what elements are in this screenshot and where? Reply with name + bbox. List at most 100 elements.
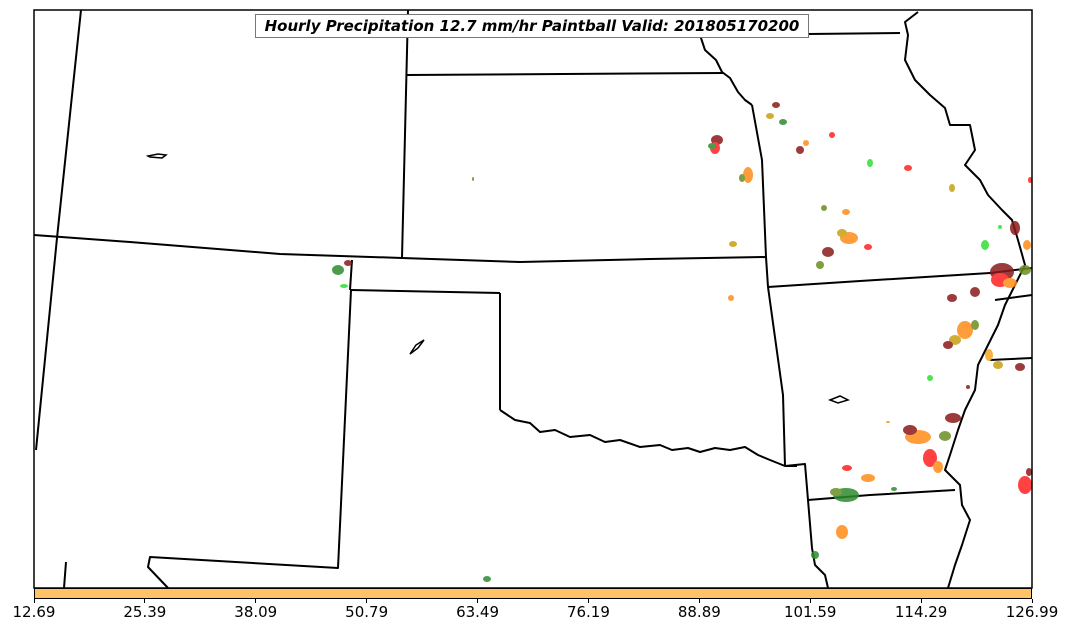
precip-cell: [943, 341, 953, 349]
precip-cell: [332, 265, 344, 275]
colorbar-tick: [587, 599, 589, 603]
precip-cell: [904, 165, 912, 171]
colorbar-tick-label: 126.99: [1005, 603, 1059, 621]
reservoir-new-mexico: [409, 339, 425, 355]
precip-cell: [939, 431, 951, 441]
colorbar-tick: [33, 599, 35, 603]
precip-cell: [803, 140, 809, 146]
reservoir-arkansas: [827, 395, 851, 404]
state-line-nevada-utah: [35, 9, 82, 451]
precipitation-paintballs: [332, 102, 1032, 582]
precip-cell: [867, 159, 873, 167]
precip-cell: [945, 413, 961, 423]
precip-cell: [923, 449, 937, 467]
colorbar-tick: [698, 599, 700, 603]
state-line-arkansas-oklahoma: [767, 286, 786, 467]
state-line-missouri-arkansas: [767, 272, 991, 288]
colorbar-tick-label: 114.29: [894, 603, 948, 621]
precip-cell: [708, 143, 716, 149]
precip-cell: [822, 247, 834, 257]
precip-cell: [970, 287, 980, 297]
precip-cell: [829, 132, 835, 138]
precip-cell: [933, 461, 943, 473]
precip-cell: [971, 320, 979, 330]
precip-cell: [886, 421, 890, 423]
colorbar-tick-label: 12.69: [12, 603, 56, 621]
state-line-new-mexico-texas: [147, 289, 352, 589]
state-line-utah-colorado: [401, 9, 409, 259]
colorbar-tick-label: 38.09: [234, 603, 278, 621]
colorbar-tick-label: 76.19: [566, 603, 610, 621]
precip-cell: [947, 294, 957, 302]
precip-cell: [993, 361, 1003, 369]
precip-cell: [837, 229, 847, 237]
colorbar-tick-label: 50.79: [345, 603, 389, 621]
precip-cell: [739, 174, 745, 182]
colorbar-tick-label: 88.89: [677, 603, 721, 621]
precip-cell: [949, 335, 961, 345]
precip-cell: [903, 425, 917, 435]
colorbar-tick-label: 101.59: [783, 603, 837, 621]
colorbar-tick: [477, 599, 479, 603]
state-line-tennessee-south: [989, 357, 1033, 361]
colorbar: [34, 588, 1032, 599]
state-line-arizona-mexico: [63, 561, 67, 589]
precip-cell: [1018, 476, 1032, 494]
state-line-oklahoma-panhandle-north: [349, 259, 353, 291]
precip-cell: [811, 551, 819, 559]
precip-cell: [891, 487, 897, 491]
precip-cell: [344, 260, 352, 266]
colorbar-tick: [144, 599, 146, 603]
map-background: [34, 10, 1032, 588]
great-salt-lake-outline: [145, 153, 168, 159]
precip-cell: [743, 167, 753, 183]
colorbar-tick: [255, 599, 257, 603]
precip-cell: [472, 177, 474, 181]
precip-cell: [796, 146, 804, 154]
precip-cell: [842, 465, 852, 471]
precip-cell: [1019, 265, 1031, 275]
precip-cell: [836, 525, 848, 539]
map-title: Hourly Precipitation 12.7 mm/hr Paintbal…: [255, 14, 809, 38]
precip-cell: [1010, 221, 1020, 235]
precip-cell: [728, 295, 734, 301]
colorbar-tick: [920, 599, 922, 603]
precip-cell: [842, 209, 850, 215]
colorbar-tick: [1031, 599, 1033, 603]
precip-cell: [816, 261, 824, 269]
state-line-nebraska-kansas: [33, 234, 767, 263]
colorbar-tick: [366, 599, 368, 603]
colorbar-tick-label: 63.49: [456, 603, 500, 621]
precip-cell: [1023, 240, 1031, 250]
precip-cell: [957, 321, 973, 339]
precip-cell: [927, 375, 933, 381]
precip-cell: [966, 385, 970, 389]
precip-cell: [1026, 468, 1032, 476]
precip-cell: [981, 240, 989, 250]
state-line-kansas-missouri: [751, 104, 769, 288]
precip-cell: [861, 474, 875, 482]
precip-cell: [772, 102, 780, 108]
lakes: [145, 153, 851, 404]
precip-cell: [998, 225, 1002, 229]
precip-cell: [985, 349, 993, 361]
precip-cell: [766, 113, 774, 119]
precip-cell: [864, 244, 872, 250]
state-line-kentucky-tennessee: [994, 294, 1033, 301]
state-line-wyoming-south: [406, 72, 724, 76]
precip-cell: [830, 488, 842, 496]
colorbar-tick-label: 25.39: [123, 603, 167, 621]
state-line-arkansas-louisiana: [807, 489, 956, 501]
precip-cell: [949, 184, 955, 192]
missouri-river: [699, 34, 753, 106]
precip-cell: [729, 241, 737, 247]
precip-cell: [1003, 278, 1017, 288]
precip-cell: [1028, 177, 1032, 183]
precip-cell: [821, 205, 827, 211]
colorbar-tick: [809, 599, 811, 603]
state-line-new-mexico-colorado: [350, 289, 501, 294]
precip-cell: [1015, 363, 1025, 371]
precip-cell: [483, 576, 491, 582]
precip-cell: [340, 284, 348, 288]
